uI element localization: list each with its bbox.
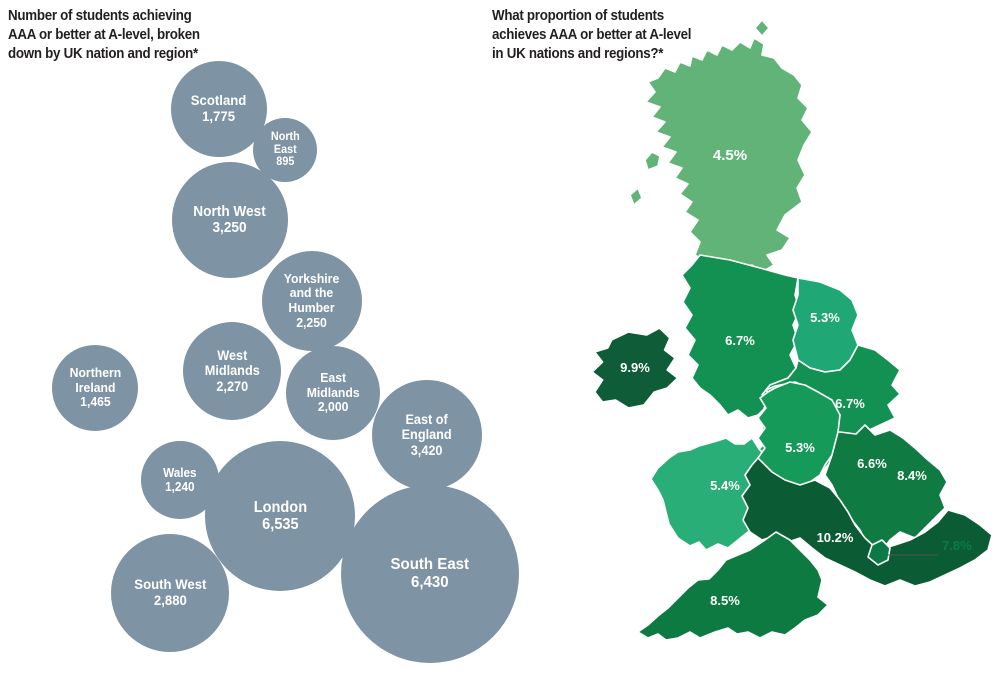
svg-text:8.4%: 8.4% — [897, 468, 927, 483]
svg-text:7.8%: 7.8% — [942, 538, 972, 553]
svg-text:5.4%: 5.4% — [710, 478, 740, 493]
svg-text:6.7%: 6.7% — [725, 333, 755, 348]
svg-text:6.7%: 6.7% — [835, 396, 865, 411]
svg-text:5.3%: 5.3% — [810, 310, 840, 325]
svg-text:4.5%: 4.5% — [713, 147, 747, 164]
svg-text:10.2%: 10.2% — [817, 530, 854, 545]
svg-text:6.6%: 6.6% — [857, 456, 887, 471]
svg-text:9.9%: 9.9% — [620, 360, 650, 375]
svg-text:8.5%: 8.5% — [710, 593, 740, 608]
svg-text:5.3%: 5.3% — [785, 440, 815, 455]
